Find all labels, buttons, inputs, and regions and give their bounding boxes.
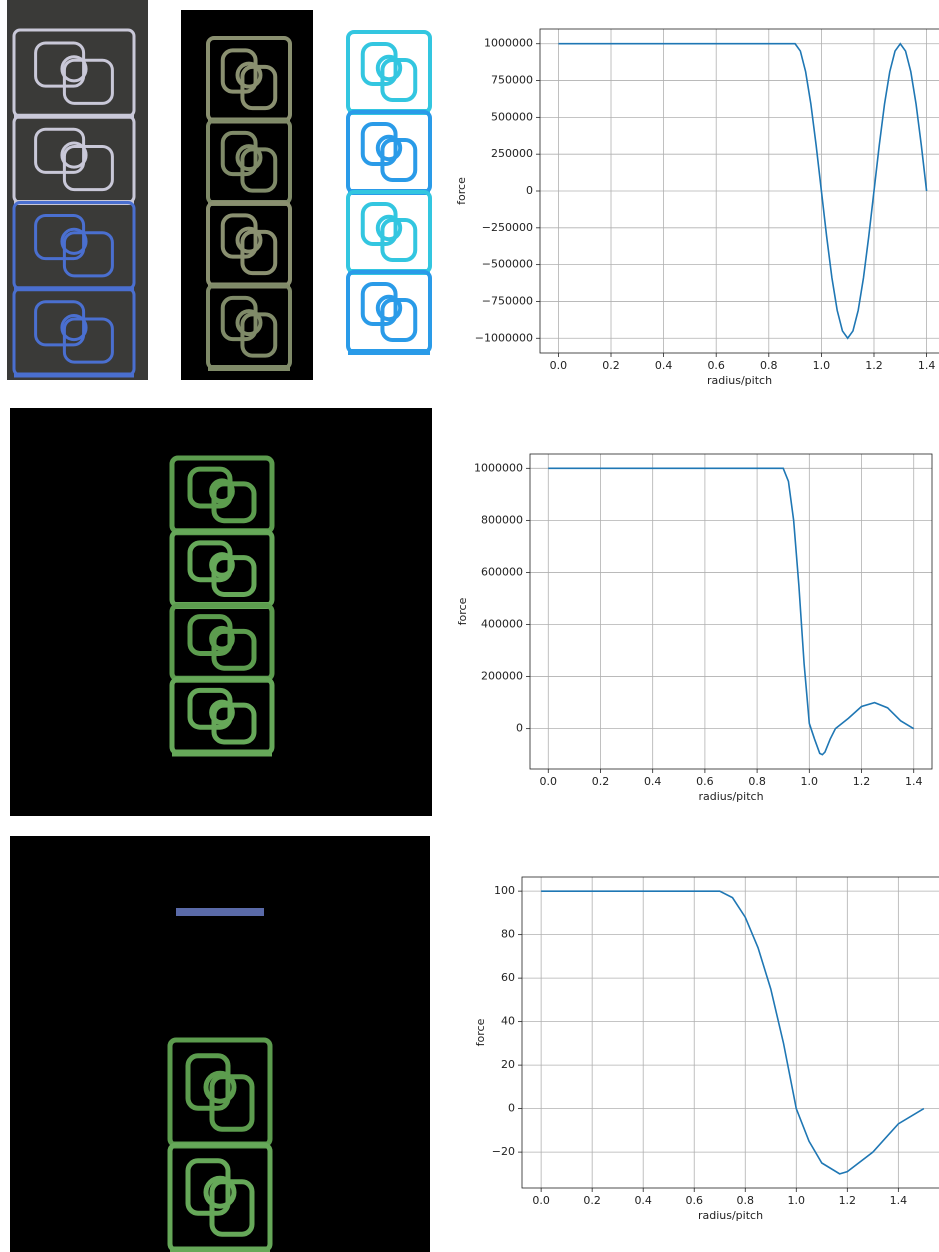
x-tick-label: 1.0 [788, 1194, 806, 1207]
y-tick-label: 250000 [491, 147, 533, 160]
y-tick-label: 1000000 [484, 37, 533, 50]
y-tick-label: 100 [494, 884, 515, 897]
y-tick-label: 20 [501, 1058, 515, 1071]
page: 0.0 0.2 0.4 0.6 0.8 1.0 1.2 1.4 −1000000 −750000 −… [0, 0, 939, 1252]
x-tick-label: 0.2 [592, 775, 610, 788]
x-tick-label: 0.2 [602, 359, 620, 372]
x-tick-label: 0.8 [748, 775, 766, 788]
x-tick-label: 0.0 [550, 359, 568, 372]
y-tick-label: 80 [501, 928, 515, 941]
figure: 0.0 0.2 0.4 0.6 0.8 1.0 1.2 1.4 −1000000 −750000 −… [0, 0, 939, 1252]
x-tick-label: 0.8 [737, 1194, 755, 1207]
x-tick-label: 0.4 [655, 359, 673, 372]
x-axis-label: radius/pitch [707, 374, 772, 387]
x-tick-label: 1.4 [890, 1194, 908, 1207]
y-tick-label: 600000 [481, 565, 523, 578]
y-tick-label: 0 [516, 722, 523, 735]
x-tick-label: 1.4 [905, 775, 923, 788]
x-tick-label: 0.4 [634, 1194, 652, 1207]
image-panels [7, 0, 432, 1252]
plot-background [530, 454, 932, 769]
y-tick-label: −500000 [482, 258, 533, 271]
x-axis-label: radius/pitch [698, 1209, 763, 1222]
y-tick-label: −250000 [482, 221, 533, 234]
y-tick-label: 200000 [481, 670, 523, 683]
x-tick-label: 1.2 [865, 359, 883, 372]
y-tick-label: −1000000 [475, 331, 533, 344]
y-tick-label: 0 [508, 1102, 515, 1115]
plot-background [522, 877, 939, 1188]
y-axis-label: force [455, 177, 468, 205]
y-axis-label: force [474, 1018, 487, 1046]
x-tick-label: 0.6 [685, 1194, 703, 1207]
lattice-bar [176, 908, 264, 916]
y-tick-label: 0 [526, 184, 533, 197]
x-tick-label: 1.0 [813, 359, 831, 372]
y-tick-label: 500000 [491, 110, 533, 123]
x-tick-label: 0.8 [760, 359, 778, 372]
x-tick-label: 0.6 [696, 775, 714, 788]
x-tick-label: 0.2 [583, 1194, 601, 1207]
y-tick-label: 800000 [481, 513, 523, 526]
x-tick-label: 1.4 [918, 359, 936, 372]
x-tick-label: 1.2 [839, 1194, 857, 1207]
y-tick-label: 40 [501, 1015, 515, 1028]
render-panel [10, 836, 430, 1252]
y-tick-label: −20 [492, 1145, 515, 1158]
x-tick-label: 1.2 [853, 775, 871, 788]
x-tick-label: 1.0 [801, 775, 819, 788]
x-tick-label: 0.4 [644, 775, 662, 788]
x-tick-label: 0.0 [532, 1194, 550, 1207]
y-tick-label: −750000 [482, 294, 533, 307]
y-tick-label: 400000 [481, 618, 523, 631]
x-axis-label: radius/pitch [698, 790, 763, 803]
y-tick-label: 750000 [491, 74, 533, 87]
x-tick-label: 0.6 [707, 359, 725, 372]
x-tick-label: 0.0 [540, 775, 558, 788]
y-tick-label: 1000000 [474, 461, 523, 474]
y-tick-label: 60 [501, 971, 515, 984]
y-axis-label: force [456, 597, 469, 625]
